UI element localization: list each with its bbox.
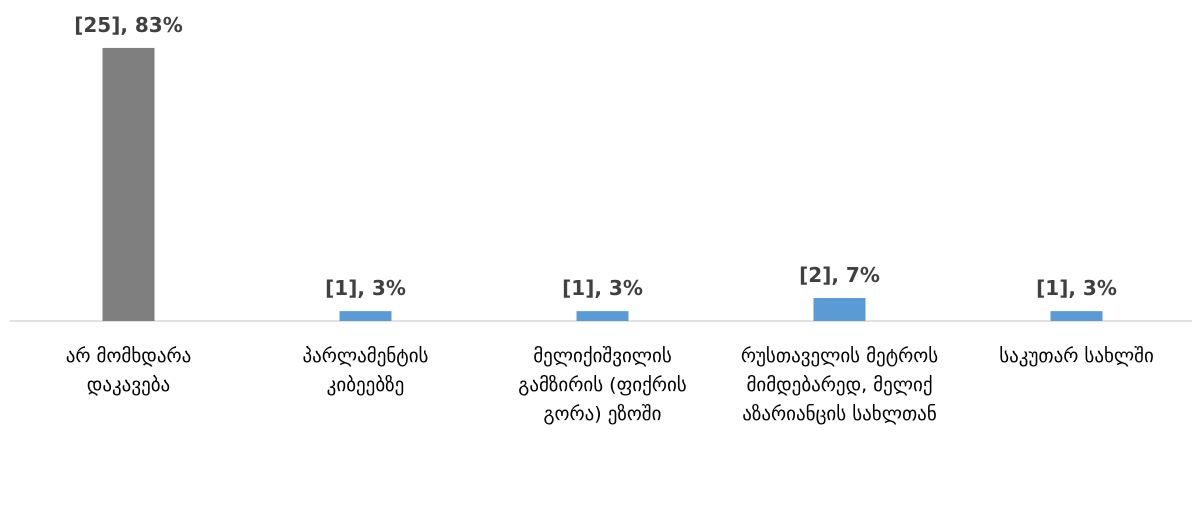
data-label: [1], 3%: [325, 276, 406, 300]
x-tick-label: არ მომხდარა დაკავება: [65, 345, 192, 396]
bar: [102, 47, 155, 322]
x-tick-label: პარლამენტის კიბეებზე: [302, 345, 429, 396]
data-label: [25], 83%: [74, 13, 183, 37]
bar: [813, 297, 866, 321]
data-label: [2], 7%: [799, 263, 880, 287]
x-tick-label: რუსთაველის მეტროს მიმდებარედ, მელიქ აზარ…: [740, 345, 939, 425]
bar: [576, 311, 629, 321]
data-label: [1], 3%: [562, 276, 643, 300]
x-tick-label: საკუთარ სახლში: [999, 345, 1154, 367]
x-tick-label: მელიქიშვილის გამზირის (ფიქრის გორა) ეზოშ…: [518, 345, 687, 425]
data-label: [1], 3%: [1036, 276, 1117, 300]
bar: [339, 311, 392, 321]
bar: [1050, 311, 1103, 321]
